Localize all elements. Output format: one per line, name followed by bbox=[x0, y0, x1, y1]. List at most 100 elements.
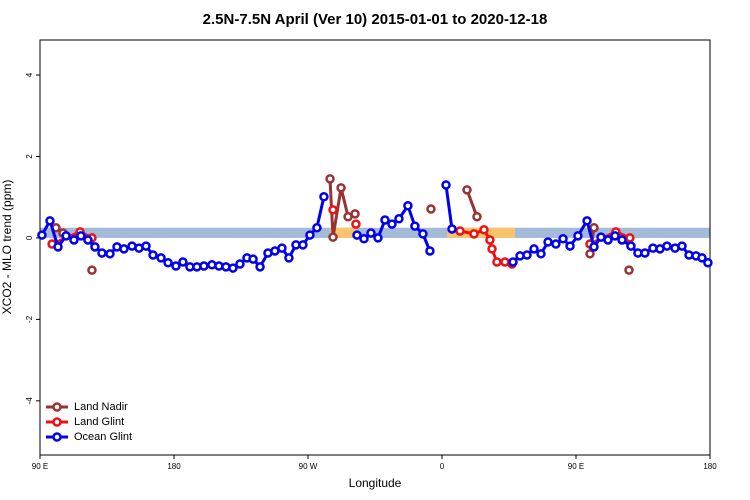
data-point bbox=[148, 250, 158, 260]
data-point bbox=[410, 221, 420, 231]
data-point bbox=[589, 222, 599, 233]
x-tick-label: 90 W bbox=[299, 462, 318, 471]
data-point bbox=[61, 231, 71, 241]
data-point bbox=[469, 229, 479, 239]
data-point bbox=[522, 250, 532, 260]
y-tick-label: 4 bbox=[25, 72, 34, 77]
data-point bbox=[585, 249, 595, 259]
data-point bbox=[529, 244, 539, 254]
legend-label: Land Glint bbox=[74, 416, 124, 428]
data-point bbox=[425, 246, 435, 256]
data-point bbox=[617, 235, 627, 245]
data-point bbox=[352, 230, 362, 240]
data-point bbox=[551, 239, 561, 249]
data-point bbox=[455, 226, 465, 236]
y-tick-label: -4 bbox=[25, 397, 34, 405]
data-point bbox=[697, 253, 707, 263]
data-point bbox=[373, 233, 383, 243]
x-axis-label: Longitude bbox=[349, 476, 402, 490]
data-point bbox=[565, 241, 575, 251]
y-tick-label: 2 bbox=[25, 154, 34, 159]
data-point bbox=[543, 237, 553, 247]
data-point bbox=[178, 257, 188, 267]
data-point bbox=[626, 241, 636, 251]
data-point bbox=[163, 258, 173, 268]
data-point bbox=[603, 235, 613, 245]
data-point bbox=[90, 242, 100, 252]
data-point bbox=[37, 230, 47, 240]
legend-marker bbox=[52, 417, 62, 427]
data-point bbox=[640, 248, 650, 258]
data-point bbox=[359, 233, 369, 244]
data-point bbox=[350, 209, 360, 219]
data-point bbox=[366, 228, 376, 238]
data-point bbox=[447, 224, 457, 234]
data-point bbox=[284, 253, 294, 263]
data-point bbox=[277, 243, 287, 253]
data-point bbox=[394, 214, 404, 224]
data-point bbox=[426, 204, 436, 214]
data-point bbox=[156, 253, 166, 263]
data-point bbox=[53, 242, 63, 252]
data-point bbox=[119, 244, 129, 254]
legend-marker bbox=[52, 402, 62, 412]
data-point bbox=[141, 241, 151, 251]
data-point bbox=[589, 242, 599, 252]
data-point bbox=[472, 212, 482, 222]
y-tick-label: -2 bbox=[25, 315, 34, 323]
data-point bbox=[387, 219, 397, 229]
data-point bbox=[97, 248, 107, 258]
data-point bbox=[76, 231, 86, 241]
x-tick-label: 0 bbox=[440, 462, 445, 471]
data-point bbox=[418, 229, 428, 239]
plot-frame bbox=[39, 39, 711, 456]
data-point bbox=[228, 263, 238, 273]
data-point bbox=[582, 216, 592, 226]
data-point bbox=[573, 231, 583, 241]
data-point bbox=[479, 225, 489, 235]
data-point bbox=[328, 205, 338, 215]
data-point bbox=[625, 233, 635, 243]
data-point bbox=[87, 265, 97, 275]
data-point bbox=[403, 201, 413, 211]
data-point bbox=[536, 249, 546, 259]
data-point bbox=[312, 222, 322, 233]
data-point bbox=[610, 231, 620, 241]
x-tick-label: 180 bbox=[703, 462, 717, 471]
data-point bbox=[171, 261, 181, 271]
data-point bbox=[677, 241, 687, 251]
data-point bbox=[45, 216, 55, 226]
chart-title: 2.5N-7.5N April (Ver 10) 2015-01-01 to 2… bbox=[203, 11, 548, 28]
data-point bbox=[105, 249, 115, 259]
data-point bbox=[325, 174, 335, 184]
data-point bbox=[298, 240, 308, 250]
data-point bbox=[69, 235, 79, 245]
data-point bbox=[319, 192, 329, 202]
x-tick-label: 180 bbox=[167, 462, 181, 471]
x-tick-label: 90 E bbox=[32, 462, 48, 471]
data-point bbox=[508, 257, 518, 267]
y-axis-label: XCO2 - MLO trend (ppm) bbox=[0, 180, 14, 315]
data-point bbox=[487, 244, 497, 254]
data-point bbox=[336, 183, 346, 193]
data-point bbox=[441, 180, 451, 190]
data-point bbox=[255, 262, 265, 272]
data-point bbox=[492, 257, 502, 267]
data-point bbox=[351, 219, 361, 229]
data-point bbox=[462, 185, 472, 195]
data-point bbox=[558, 233, 568, 244]
data-point bbox=[83, 235, 93, 245]
legend-marker bbox=[52, 432, 62, 442]
data-point bbox=[235, 259, 245, 269]
data-point bbox=[380, 215, 390, 225]
data-point bbox=[248, 254, 258, 264]
data-point bbox=[305, 230, 315, 240]
highlight-band bbox=[330, 227, 356, 238]
x-tick-label: 90 E bbox=[568, 462, 584, 471]
legend-label: Land Nadir bbox=[74, 401, 128, 413]
data-point bbox=[662, 241, 672, 251]
y-tick-label: 0 bbox=[25, 235, 34, 240]
legend-label: Ocean Glint bbox=[74, 431, 132, 443]
data-point bbox=[624, 265, 634, 275]
